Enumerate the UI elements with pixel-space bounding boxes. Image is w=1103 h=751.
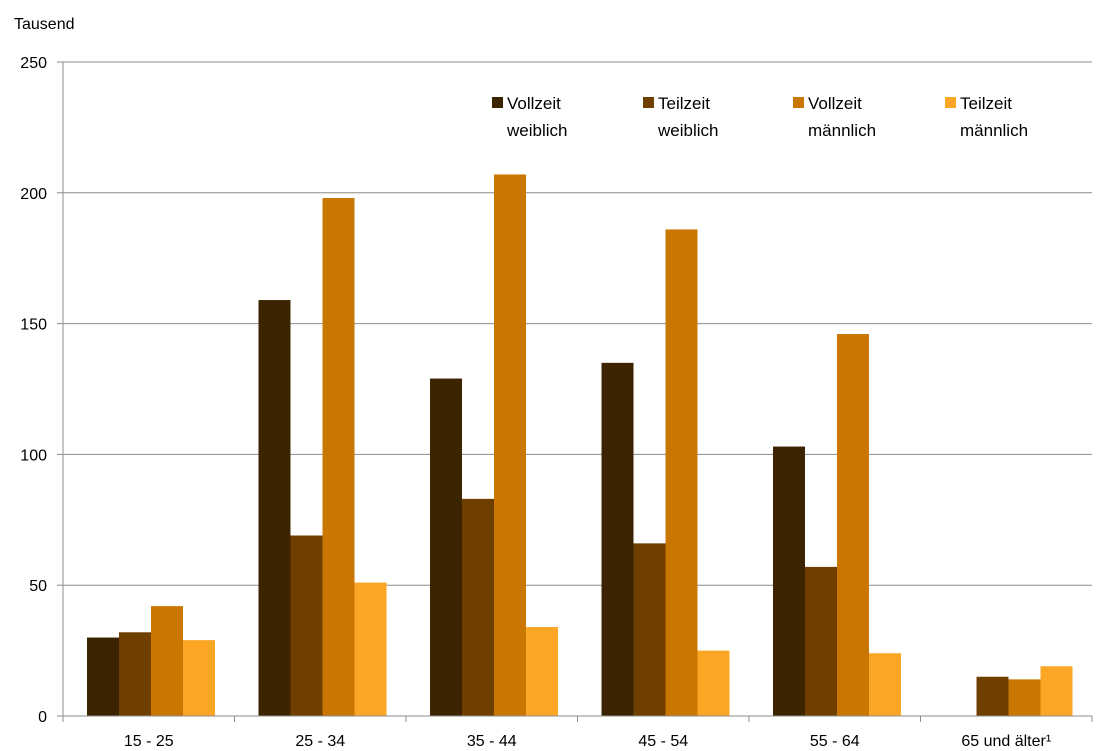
bar — [183, 640, 215, 716]
legend-label: Teilzeit — [960, 94, 1012, 113]
x-tick-labels: 15 - 25 25 - 34 35 - 44 45 - 54 55 - 64 65 un… — [124, 733, 1051, 750]
bar — [837, 334, 869, 716]
bar — [430, 378, 462, 716]
bar — [119, 632, 151, 716]
x-tick-label: 65 und älter¹ — [961, 733, 1051, 750]
y-tick-label: 250 — [20, 55, 47, 72]
y-tick-label: 50 — [29, 578, 47, 595]
bar — [601, 362, 634, 716]
legend-label: männlich — [808, 121, 876, 140]
bar — [633, 543, 666, 716]
bar — [1008, 679, 1041, 716]
legend: Vollzeit weiblich Teilzeit weiblich Vollzeit… — [492, 94, 1028, 140]
gridlines — [63, 61, 1092, 586]
bar — [258, 300, 291, 716]
x-tick-label: 35 - 44 — [467, 733, 517, 750]
legend-swatch — [945, 97, 956, 108]
bar — [869, 653, 901, 716]
legend-label: Vollzeit — [808, 94, 862, 113]
legend-label: weiblich — [657, 121, 718, 140]
bar — [322, 198, 355, 717]
axes — [57, 61, 1093, 722]
y-tick-labels: 0 50 100 150 200 250 — [20, 55, 47, 726]
legend-swatch — [492, 97, 503, 108]
bar — [462, 498, 494, 716]
x-tick-label: 55 - 64 — [810, 733, 860, 750]
legend-label: weiblich — [506, 121, 567, 140]
bar — [87, 637, 119, 716]
y-tick-label: 0 — [38, 709, 47, 726]
bar — [697, 650, 730, 716]
legend-label: männlich — [960, 121, 1028, 140]
bar — [976, 676, 1009, 716]
y-tick-label: 200 — [20, 186, 47, 203]
bars — [87, 174, 1073, 717]
bar — [665, 229, 698, 716]
x-tick-label: 25 - 34 — [295, 733, 345, 750]
legend-label: Vollzeit — [507, 94, 561, 113]
legend-label: Teilzeit — [658, 94, 710, 113]
bar — [494, 174, 526, 716]
bar — [526, 627, 558, 716]
bar — [773, 446, 805, 716]
legend-swatch — [643, 97, 654, 108]
bar — [354, 582, 387, 716]
y-tick-label: 100 — [20, 447, 47, 464]
bar — [151, 606, 183, 716]
y-tick-label: 150 — [20, 317, 47, 334]
x-tick-label: 15 - 25 — [124, 733, 174, 750]
bar — [290, 535, 323, 716]
x-tick-label: 45 - 54 — [638, 733, 688, 750]
bar — [1040, 666, 1073, 716]
y-unit-label: Tausend — [14, 16, 75, 33]
legend-swatch — [793, 97, 804, 108]
bar — [805, 566, 837, 716]
